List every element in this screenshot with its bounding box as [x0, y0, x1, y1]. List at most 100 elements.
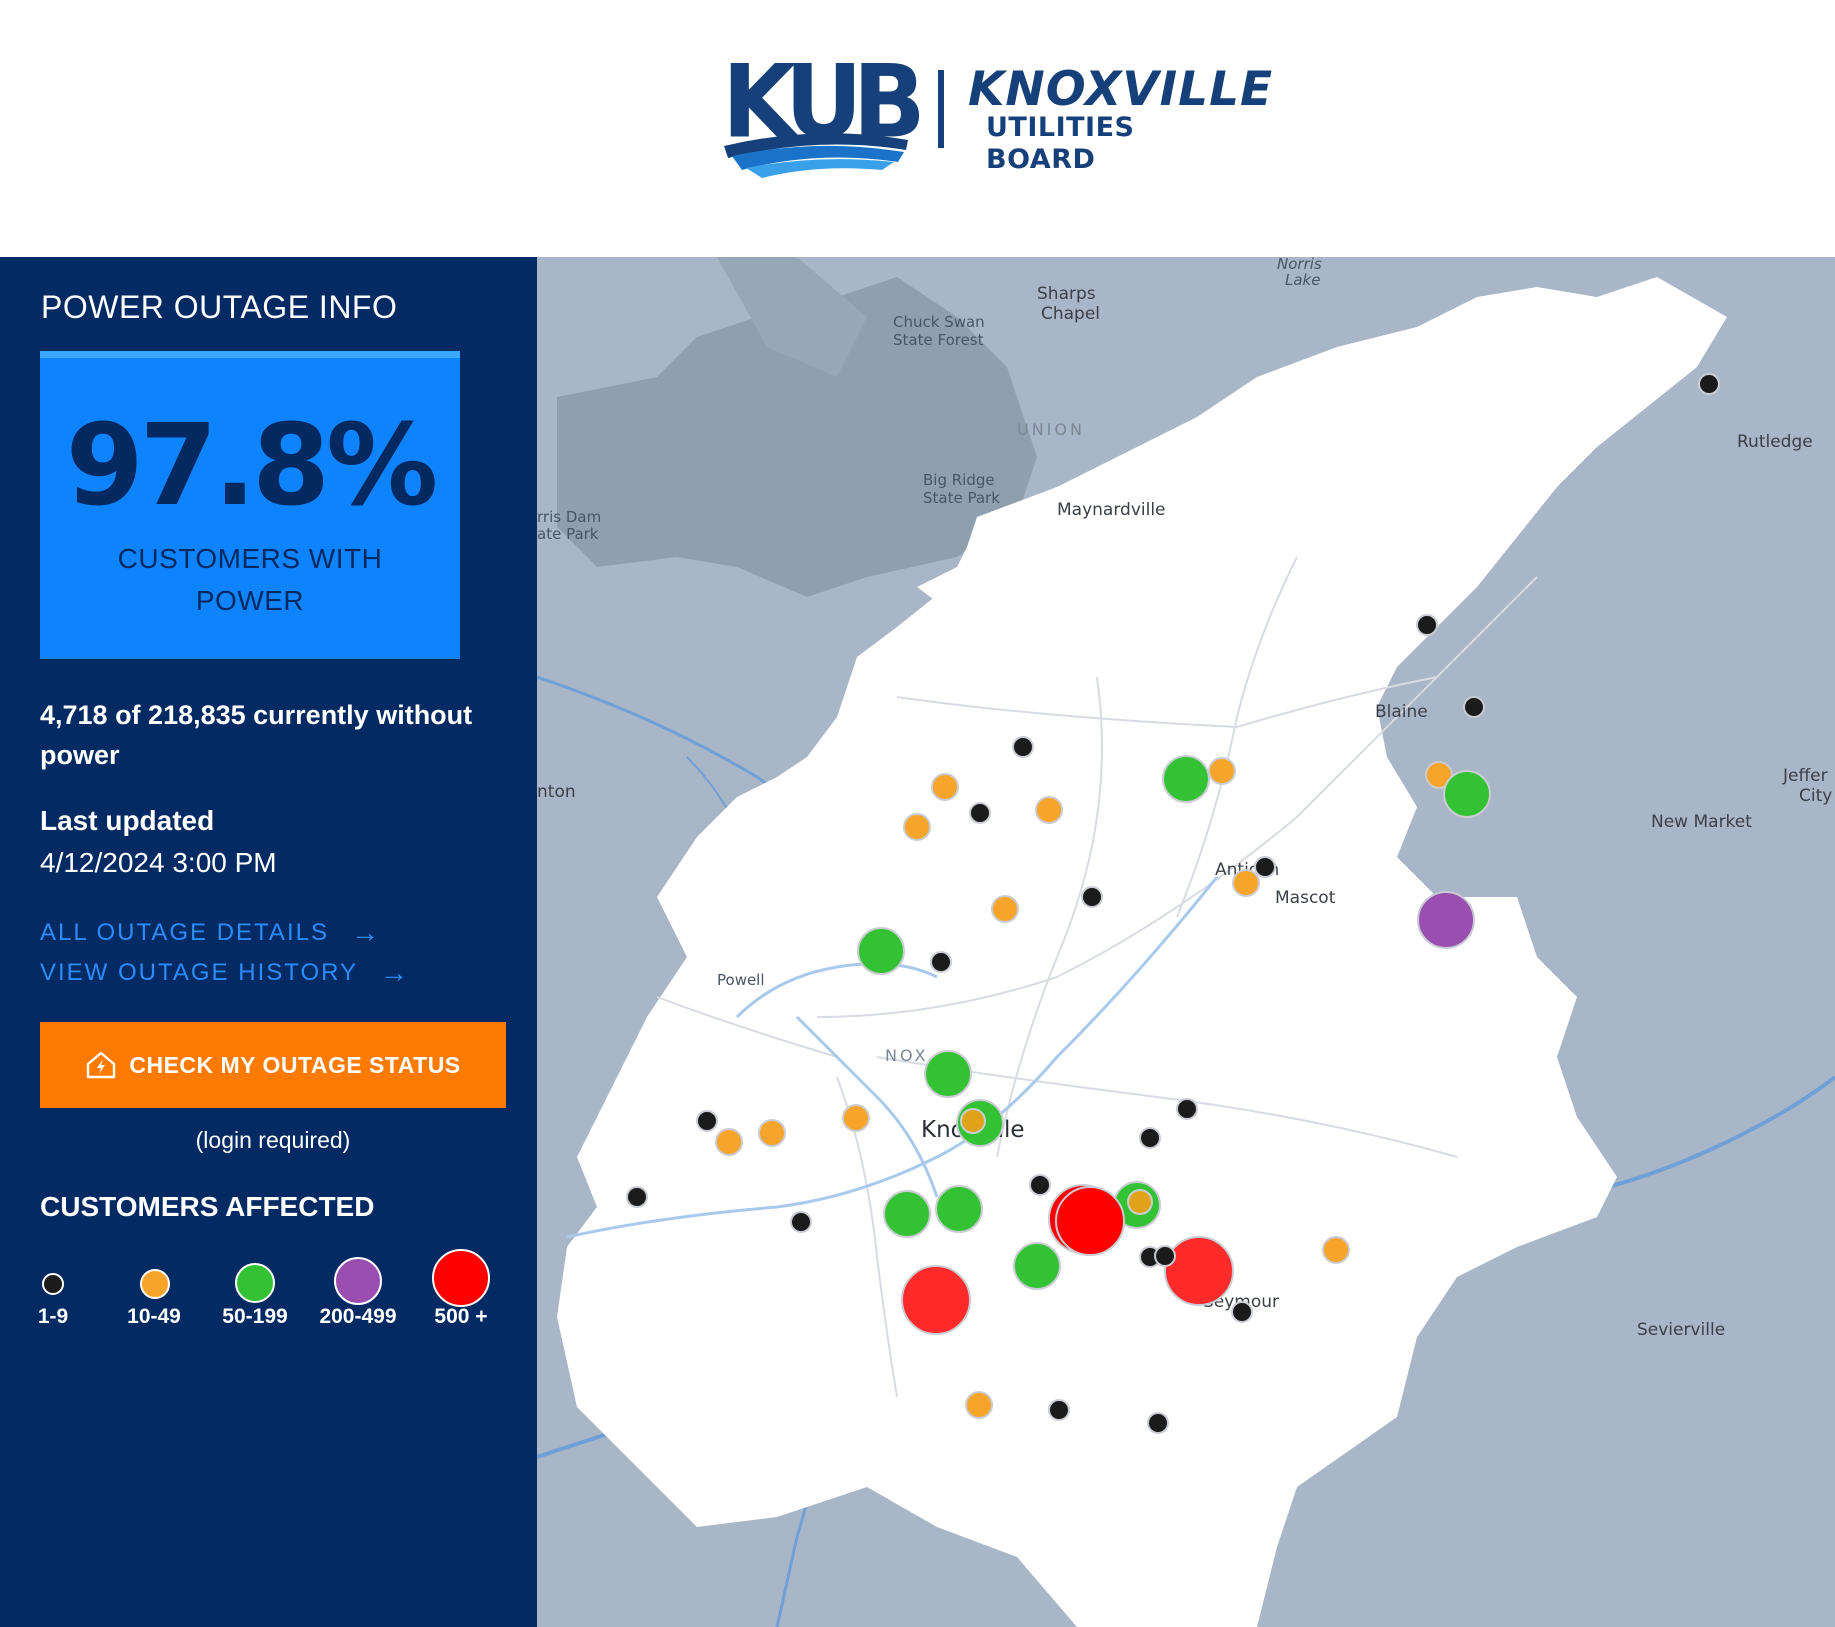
outage-marker-10-49[interactable] [1208, 757, 1236, 785]
outage-marker-1-9[interactable] [1139, 1127, 1161, 1149]
outage-marker-1-9[interactable] [696, 1110, 718, 1132]
last-updated-value: 4/12/2024 3:00 PM [40, 847, 277, 878]
outage-marker-500-plus[interactable] [1055, 1186, 1125, 1256]
outage-marker-10-49[interactable] [1232, 869, 1260, 897]
logo-divider [938, 70, 944, 148]
outage-marker-10-49[interactable] [1127, 1189, 1153, 1215]
customers-with-power-card: 97.8% CUSTOMERS WITH POWER [40, 351, 460, 659]
outage-marker-1-9[interactable] [1029, 1174, 1051, 1196]
county-label: UNION [1017, 420, 1085, 439]
legend-label: 1-9 [37, 1305, 69, 1328]
lake-shape [717, 257, 867, 377]
place-label: Lake [1285, 271, 1320, 289]
outage-marker-200-499[interactable] [1417, 891, 1475, 949]
outage-marker-1-9[interactable] [930, 951, 952, 973]
house-lightning-icon [87, 1051, 116, 1079]
outage-marker-1-9[interactable] [969, 802, 991, 824]
outage-marker-1-9[interactable] [1463, 696, 1485, 718]
outage-marker-500-plus[interactable] [1164, 1236, 1234, 1306]
place-label: Blaine [1375, 702, 1428, 722]
outage-marker-50-199[interactable] [1013, 1242, 1061, 1290]
legend-item-10-49: 10-49 [109, 1237, 199, 1337]
place-label: ate Park [537, 525, 599, 543]
place-label: Mascot [1275, 888, 1336, 908]
legend-label: 50-199 [222, 1305, 288, 1328]
legend-label: 10-49 [127, 1305, 181, 1328]
legend-item-500-plus: 500 + [416, 1237, 506, 1337]
outage-marker-10-49[interactable] [1425, 761, 1453, 789]
legend-dot-black [42, 1273, 64, 1295]
outage-marker-500-plus[interactable] [901, 1265, 971, 1335]
outage-marker-1-9[interactable] [1154, 1245, 1176, 1267]
legend-dot-orange [140, 1269, 170, 1299]
outage-count-text: 4,718 of 218,835 currently without power [40, 700, 473, 770]
outage-marker-50-199[interactable] [924, 1050, 972, 1098]
map-canvas[interactable]: Norris Lake Sharps Chapel Chuck Swan Sta… [537, 257, 1835, 1627]
last-updated-label: Last updated [40, 805, 215, 836]
outage-marker-10-49[interactable] [965, 1391, 993, 1419]
place-label: Big Ridge [923, 471, 995, 489]
outage-marker-50-199[interactable] [935, 1185, 983, 1233]
outage-marker-1-9[interactable] [1231, 1301, 1253, 1323]
outage-marker-50-199[interactable] [857, 927, 905, 975]
check-button-label: CHECK MY OUTAGE STATUS [129, 1051, 461, 1078]
arrow-right-icon: → [380, 957, 411, 988]
place-label: State Park [923, 489, 1000, 507]
percent-with-power: 97.8% [65, 401, 439, 531]
outage-marker-1-9[interactable] [1012, 736, 1034, 758]
outage-marker-1-9[interactable] [1081, 886, 1103, 908]
outage-marker-1-9[interactable] [1176, 1098, 1198, 1120]
place-label: Sevierville [1637, 1320, 1725, 1340]
outage-marker-50-199[interactable] [1443, 770, 1491, 818]
logo-name-line1: KNOXVILLE [968, 62, 1274, 117]
outage-marker-1-9[interactable] [1254, 856, 1276, 878]
outage-marker-10-49[interactable] [1322, 1236, 1350, 1264]
lake-shape [557, 277, 1037, 597]
outage-marker-1-9[interactable] [1416, 614, 1438, 636]
outage-marker-10-49[interactable] [715, 1128, 743, 1156]
outage-marker-10-49[interactable] [758, 1119, 786, 1147]
outage-marker-10-49[interactable] [1035, 796, 1063, 824]
place-label: Maynardville [1057, 500, 1166, 520]
kub-logo[interactable]: KUB KNOXVILLE UTILITIES BOARD [722, 50, 1272, 178]
legend-label: 500 + [434, 1305, 488, 1328]
place-label: Chapel [1041, 304, 1100, 324]
outage-marker-1-9[interactable] [1048, 1399, 1070, 1421]
place-label: Powell [717, 971, 765, 989]
outage-map[interactable]: Norris Lake Sharps Chapel Chuck Swan Sta… [537, 257, 1835, 1627]
legend-title: CUSTOMERS AFFECTED [40, 1191, 375, 1222]
outage-marker-50-199[interactable] [1162, 755, 1210, 803]
outage-marker-10-49[interactable] [903, 813, 931, 841]
place-label: Rutledge [1737, 432, 1813, 452]
logo-swoosh-icon [724, 133, 908, 178]
place-label: City [1799, 786, 1832, 806]
outage-marker-10-49[interactable] [842, 1104, 870, 1132]
outage-marker-1-9[interactable] [1698, 373, 1720, 395]
highway-network [566, 876, 1219, 1239]
legend-dot-green [235, 1263, 275, 1303]
place-label: Sharps [1037, 284, 1096, 304]
outage-marker-10-49[interactable] [960, 1108, 986, 1134]
outage-marker-50-199[interactable] [883, 1190, 931, 1238]
place-label: nton [537, 782, 576, 802]
login-required-note: (login required) [195, 1127, 351, 1153]
legend-item-200-499: 200-499 [313, 1237, 403, 1337]
outage-marker-1-9[interactable] [1147, 1412, 1169, 1434]
outage-marker-1-9[interactable] [626, 1186, 648, 1208]
legend-dot-purple [334, 1257, 382, 1305]
outage-marker-1-9[interactable] [790, 1211, 812, 1233]
link-label: VIEW OUTAGE HISTORY [40, 959, 359, 986]
outage-marker-10-49[interactable] [931, 773, 959, 801]
outage-markers[interactable] [626, 373, 1720, 1434]
legend-item-50-199: 50-199 [210, 1237, 300, 1337]
check-outage-status-button[interactable]: CHECK MY OUTAGE STATUS [40, 1022, 506, 1108]
legend-label: 200-499 [319, 1305, 397, 1328]
place-label: Chuck Swan [893, 313, 985, 331]
link-label: ALL OUTAGE DETAILS [40, 919, 329, 946]
outage-marker-10-49[interactable] [991, 895, 1019, 923]
place-label: rris Dam [537, 508, 601, 526]
all-outage-details-link[interactable]: ALL OUTAGE DETAILS → [40, 919, 381, 947]
logo-name-line2: UTILITIES BOARD [986, 112, 1135, 175]
view-outage-history-link[interactable]: VIEW OUTAGE HISTORY → [40, 959, 410, 987]
panel-title: POWER OUTAGE INFO [41, 289, 398, 325]
